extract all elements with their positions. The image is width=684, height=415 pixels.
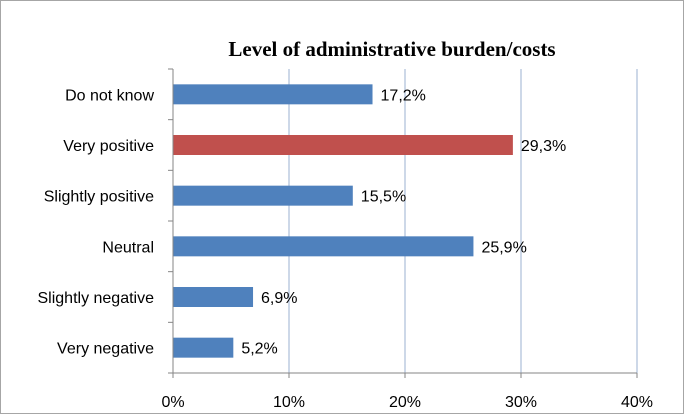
bar-very-positive <box>173 135 513 155</box>
chart-title: Level of administrative burden/costs <box>228 37 555 61</box>
x-tick-label-20: 20% <box>389 394 421 411</box>
category-label-neutral: Neutral <box>102 239 154 256</box>
data-label-very-negative: 5,2% <box>241 341 277 358</box>
axes <box>168 68 638 378</box>
category-label-very-negative: Very negative <box>57 341 154 358</box>
data-label-slightly-positive: 15,5% <box>361 189 406 206</box>
category-label-very-positive: Very positive <box>63 138 154 155</box>
x-tick-label-30: 30% <box>505 394 537 411</box>
bars <box>173 84 513 358</box>
data-label-very-positive: 29,3% <box>521 138 566 155</box>
labels: 17,2% Do not know 29,3% Very positive 15,5% S… <box>37 87 653 411</box>
x-tick-label-10: 10% <box>273 394 305 411</box>
category-label-slightly-negative: Slightly negative <box>37 290 154 307</box>
bar-very-negative <box>173 337 234 358</box>
category-label-do-not-know: Do not know <box>65 87 154 104</box>
bar-neutral <box>173 236 474 257</box>
data-label-slightly-negative: 6,9% <box>261 290 297 307</box>
data-label-do-not-know: 17,2% <box>381 87 426 104</box>
category-label-slightly-positive: Slightly positive <box>44 189 154 206</box>
bar-slightly-positive <box>173 185 353 206</box>
bar-slightly-negative <box>173 287 254 307</box>
x-tick-label-40: 40% <box>621 394 653 411</box>
data-label-neutral: 25,9% <box>481 239 526 256</box>
bar-do-not-know <box>173 84 373 105</box>
gridlines <box>288 69 638 373</box>
x-tick-label-0: 0% <box>161 394 184 411</box>
